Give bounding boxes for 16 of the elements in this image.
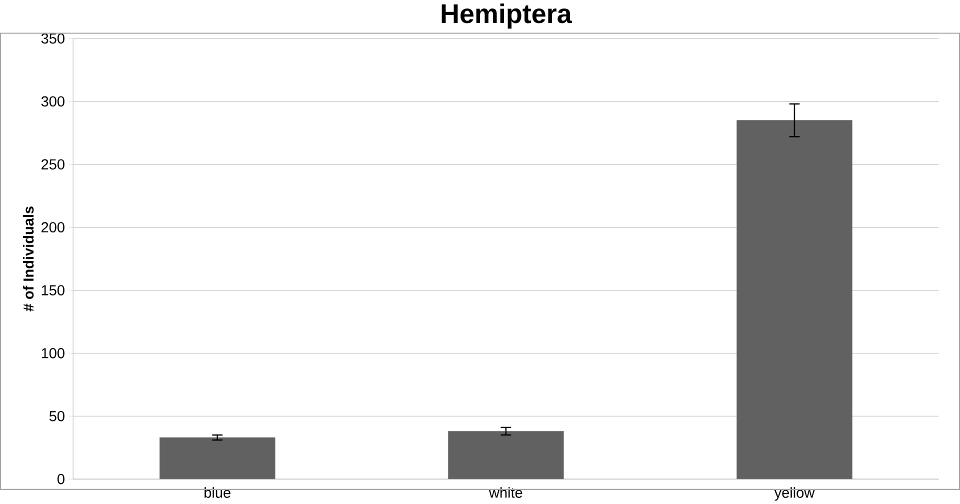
bar [159,437,276,480]
y-tick-label: 50 [49,410,64,422]
y-tick-label: 200 [42,222,64,232]
y-tick-label: 150 [42,285,64,296]
x-tick-label: white [488,487,522,498]
y-tick-label: 250 [42,159,64,170]
x-tick-label: blue [204,487,230,498]
bar [448,430,564,480]
y-tick-label: 350 [41,33,64,44]
y-axis-title: # of Individuals [23,206,34,312]
y-tick-label: 0 [58,474,64,484]
y-tick-label: 100 [42,348,64,358]
y-tick-label: 300 [41,96,64,106]
chart-title: Hemiptera [442,3,572,29]
x-tick-label: yellow [774,487,815,501]
bar [736,120,852,480]
